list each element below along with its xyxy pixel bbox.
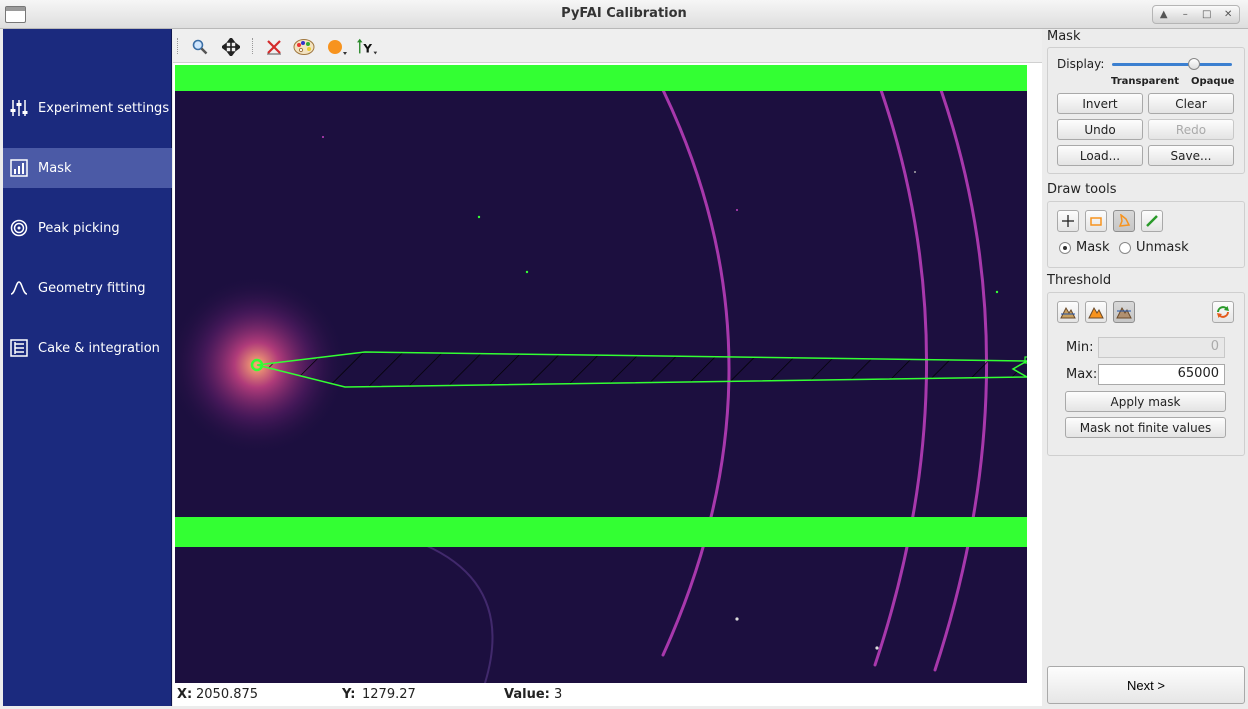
reset-zoom-icon[interactable]	[263, 36, 285, 58]
window-title: PyFAI Calibration	[561, 6, 687, 21]
toolbar-grip[interactable]	[252, 38, 254, 54]
task-sidebar: Experiment settings Mask Peak picking Ge…	[3, 29, 172, 706]
threshold-title: Threshold	[1047, 273, 1112, 288]
window-controls: ▲ – □ ✕	[1152, 5, 1240, 24]
pixel-value: 3	[554, 687, 563, 702]
nav-geometry-fitting[interactable]: Geometry fitting	[3, 268, 172, 308]
plot-toolbar: Y	[173, 29, 1042, 63]
polygon-tool-icon[interactable]	[1113, 210, 1135, 232]
close-icon[interactable]: ✕	[1224, 9, 1233, 20]
mask-color-icon[interactable]	[326, 36, 348, 58]
mask-tools-panel: Mask Display: Transparent Opaque Invert …	[1043, 29, 1248, 706]
nav-mask[interactable]: Mask	[3, 148, 172, 188]
shade-icon[interactable]: ▲	[1159, 9, 1168, 20]
save-button[interactable]: Save...	[1148, 145, 1234, 166]
radio-dot[interactable]	[1119, 241, 1131, 254]
nav-label: Peak picking	[38, 220, 120, 236]
cake-icon	[10, 339, 28, 357]
x-coord-value: 2050.875	[196, 687, 259, 702]
sliders-icon	[10, 99, 28, 117]
mask-band-top	[175, 65, 1027, 91]
y-coord-value: 1279.27	[362, 687, 416, 702]
plot-panel: Y	[173, 29, 1042, 706]
peak-icon	[10, 279, 28, 297]
mask-radio[interactable]: Mask	[1059, 240, 1109, 255]
mask-section-title: Mask	[1047, 29, 1081, 44]
x-coord-label: X:	[177, 687, 193, 702]
rectangle-tool-icon[interactable]	[1085, 210, 1107, 232]
next-button[interactable]: Next >	[1047, 666, 1245, 704]
nav-label: Mask	[38, 160, 72, 176]
max-threshold-input[interactable]: 65000	[1098, 364, 1225, 385]
nav-label: Geometry fitting	[38, 280, 146, 296]
browse-tool-icon[interactable]	[1057, 210, 1079, 232]
unmask-radio-label: Unmask	[1136, 240, 1189, 255]
polygon-handle	[1024, 356, 1027, 364]
threshold-above-icon[interactable]	[1113, 301, 1135, 323]
nav-label: Cake & integration	[38, 340, 160, 356]
threshold-between-icon[interactable]	[1085, 301, 1107, 323]
undo-button[interactable]: Undo	[1057, 119, 1143, 140]
invert-button[interactable]: Invert	[1057, 93, 1143, 114]
polygon-handle	[250, 358, 264, 372]
apply-mask-button[interactable]: Apply mask	[1065, 391, 1226, 412]
window-titlebar: PyFAI Calibration ▲ – □ ✕	[0, 0, 1248, 29]
slider-max-label: Opaque	[1191, 76, 1235, 87]
nav-peak-picking[interactable]: Peak picking	[3, 208, 172, 248]
pixel-value-label: Value:	[504, 687, 550, 702]
pan-icon[interactable]	[220, 36, 242, 58]
threshold-group: Min: 0 Max: 65000 Apply mask Mask not fi…	[1047, 292, 1245, 456]
mask-band-middle	[175, 517, 1027, 547]
colormap-icon[interactable]	[293, 36, 315, 58]
clear-button[interactable]: Clear	[1148, 93, 1234, 114]
zoom-icon[interactable]	[189, 36, 211, 58]
slider-min-label: Transparent	[1111, 76, 1179, 87]
radio-dot[interactable]	[1059, 241, 1071, 254]
min-label: Min:	[1066, 340, 1094, 355]
max-label: Max:	[1066, 367, 1098, 382]
mask-polygon	[256, 351, 1027, 388]
maximize-icon[interactable]: □	[1202, 9, 1212, 20]
draw-tools-group: Mask Unmask	[1047, 201, 1245, 268]
mask-group: Display: Transparent Opaque Invert Clear…	[1047, 47, 1245, 174]
nav-cake-integration[interactable]: Cake & integration	[3, 328, 172, 368]
mask-radio-label: Mask	[1076, 240, 1110, 255]
nav-label: Experiment settings	[38, 100, 170, 116]
app-icon	[5, 6, 26, 23]
threshold-below-icon[interactable]	[1057, 301, 1079, 323]
mask-not-finite-button[interactable]: Mask not finite values	[1065, 417, 1226, 438]
status-bar: X: 2050.875 Y: 1279.27 Value: 3	[173, 684, 1042, 706]
unmask-radio[interactable]: Unmask	[1119, 240, 1189, 255]
detector-image[interactable]	[175, 65, 1027, 683]
svg-text:Y: Y	[362, 42, 372, 56]
nav-experiment-settings[interactable]: Experiment settings	[3, 88, 172, 128]
display-label: Display:	[1057, 57, 1105, 71]
toolbar-grip[interactable]	[177, 38, 179, 54]
pencil-tool-icon[interactable]	[1141, 210, 1163, 232]
opacity-slider-handle[interactable]	[1188, 58, 1200, 70]
min-threshold-input[interactable]: 0	[1098, 337, 1225, 358]
draw-tools-title: Draw tools	[1047, 182, 1117, 197]
chart-icon	[10, 159, 28, 177]
opacity-slider[interactable]	[1112, 58, 1232, 70]
redo-button[interactable]: Redo	[1148, 119, 1234, 140]
minimize-icon[interactable]: –	[1182, 9, 1188, 20]
y-axis-icon[interactable]: Y	[357, 36, 379, 58]
refresh-icon[interactable]	[1212, 301, 1234, 323]
target-icon	[10, 219, 28, 237]
y-coord-label: Y:	[342, 687, 356, 702]
load-button[interactable]: Load...	[1057, 145, 1143, 166]
diffraction-ring	[424, 544, 494, 683]
detector-image-canvas[interactable]	[175, 65, 1027, 683]
